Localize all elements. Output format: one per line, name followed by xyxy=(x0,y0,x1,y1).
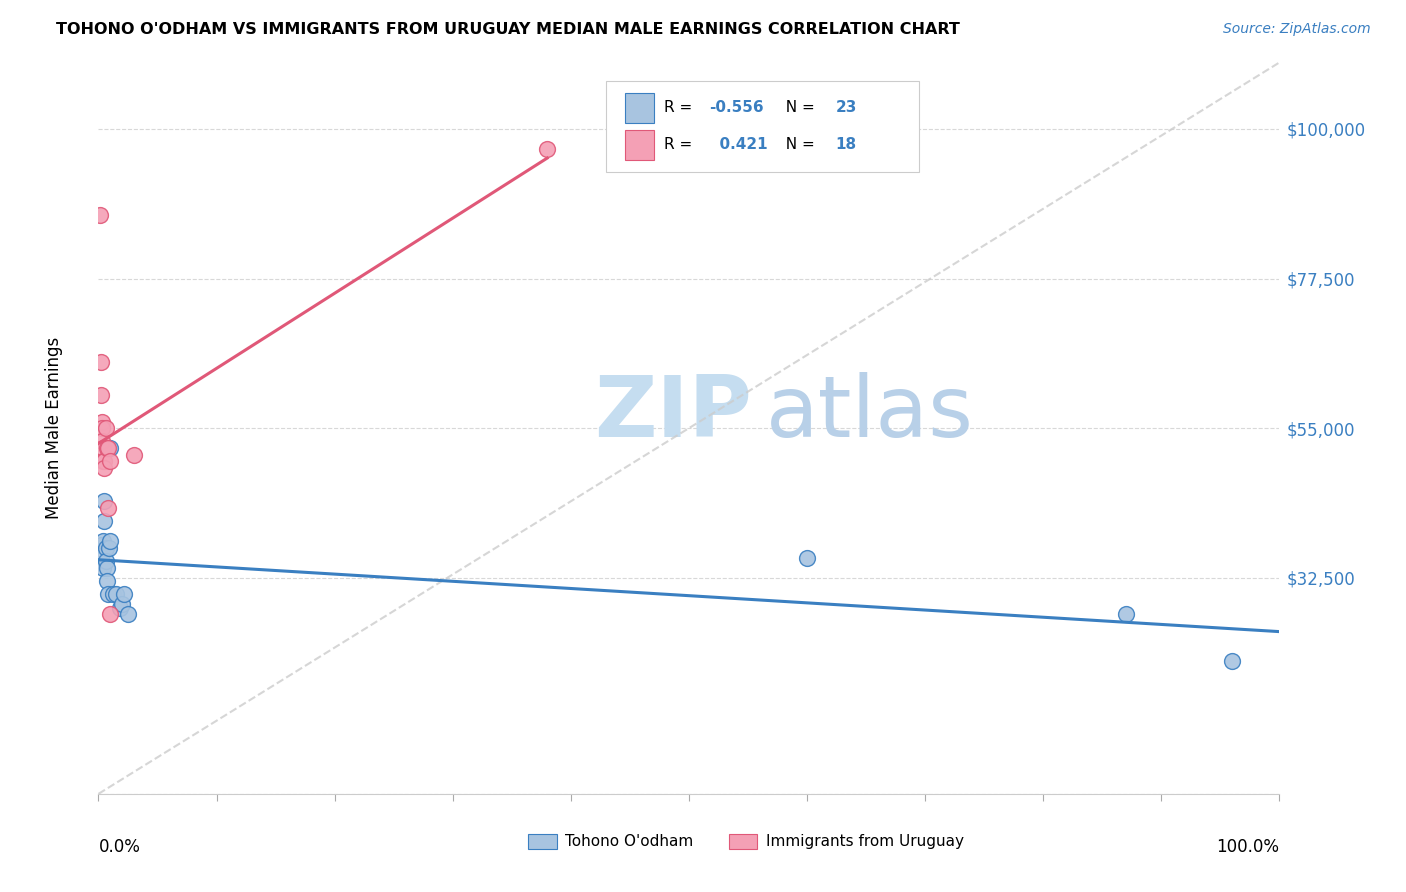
Point xyxy=(91,454,114,468)
Point xyxy=(90,354,112,368)
Point xyxy=(94,541,117,555)
Point xyxy=(97,587,120,601)
Point xyxy=(91,421,114,435)
Point xyxy=(89,208,111,222)
Point xyxy=(122,448,145,462)
Point xyxy=(96,441,118,455)
Point xyxy=(93,461,115,475)
Point xyxy=(98,607,121,622)
Text: 18: 18 xyxy=(835,137,856,153)
Point xyxy=(91,415,114,429)
Text: ZIP: ZIP xyxy=(595,372,752,455)
Point xyxy=(1220,654,1243,668)
Point xyxy=(536,142,558,156)
Point xyxy=(91,441,114,455)
Point xyxy=(91,434,114,449)
FancyBboxPatch shape xyxy=(626,129,654,161)
Text: R =: R = xyxy=(664,137,697,153)
Point xyxy=(93,494,115,508)
Point xyxy=(108,600,131,615)
FancyBboxPatch shape xyxy=(529,834,557,849)
Text: Median Male Earnings: Median Male Earnings xyxy=(45,337,62,519)
Text: Tohono O'odham: Tohono O'odham xyxy=(565,834,693,849)
Point xyxy=(97,441,120,455)
Point xyxy=(91,548,114,562)
Text: -0.556: -0.556 xyxy=(709,101,763,115)
Point xyxy=(98,541,121,555)
Point xyxy=(796,550,818,565)
Text: N =: N = xyxy=(776,137,820,153)
Text: atlas: atlas xyxy=(766,372,974,455)
Point xyxy=(94,554,117,568)
Text: TOHONO O'ODHAM VS IMMIGRANTS FROM URUGUAY MEDIAN MALE EARNINGS CORRELATION CHART: TOHONO O'ODHAM VS IMMIGRANTS FROM URUGUA… xyxy=(56,22,960,37)
FancyBboxPatch shape xyxy=(606,81,920,172)
Text: 0.421: 0.421 xyxy=(709,137,768,153)
FancyBboxPatch shape xyxy=(730,834,758,849)
Point xyxy=(98,534,121,549)
Text: Source: ZipAtlas.com: Source: ZipAtlas.com xyxy=(1223,22,1371,37)
Point xyxy=(1115,607,1137,622)
Point xyxy=(101,587,124,601)
Point xyxy=(111,598,134,612)
Point xyxy=(93,454,115,468)
Point xyxy=(112,587,135,601)
Point xyxy=(105,587,128,601)
Text: Immigrants from Uruguay: Immigrants from Uruguay xyxy=(766,834,963,849)
Point xyxy=(98,454,121,468)
Point xyxy=(91,534,114,549)
Point xyxy=(96,574,118,588)
Point xyxy=(91,561,114,575)
FancyBboxPatch shape xyxy=(626,93,654,123)
Point xyxy=(90,388,112,402)
Text: 23: 23 xyxy=(835,101,856,115)
Text: 100.0%: 100.0% xyxy=(1216,838,1279,855)
Text: R =: R = xyxy=(664,101,697,115)
Text: N =: N = xyxy=(776,101,820,115)
Point xyxy=(96,561,118,575)
Point xyxy=(117,607,139,622)
Point xyxy=(97,500,120,515)
Text: 0.0%: 0.0% xyxy=(98,838,141,855)
Point xyxy=(93,514,115,528)
Point xyxy=(98,441,121,455)
Point xyxy=(90,537,112,551)
Point xyxy=(94,421,117,435)
